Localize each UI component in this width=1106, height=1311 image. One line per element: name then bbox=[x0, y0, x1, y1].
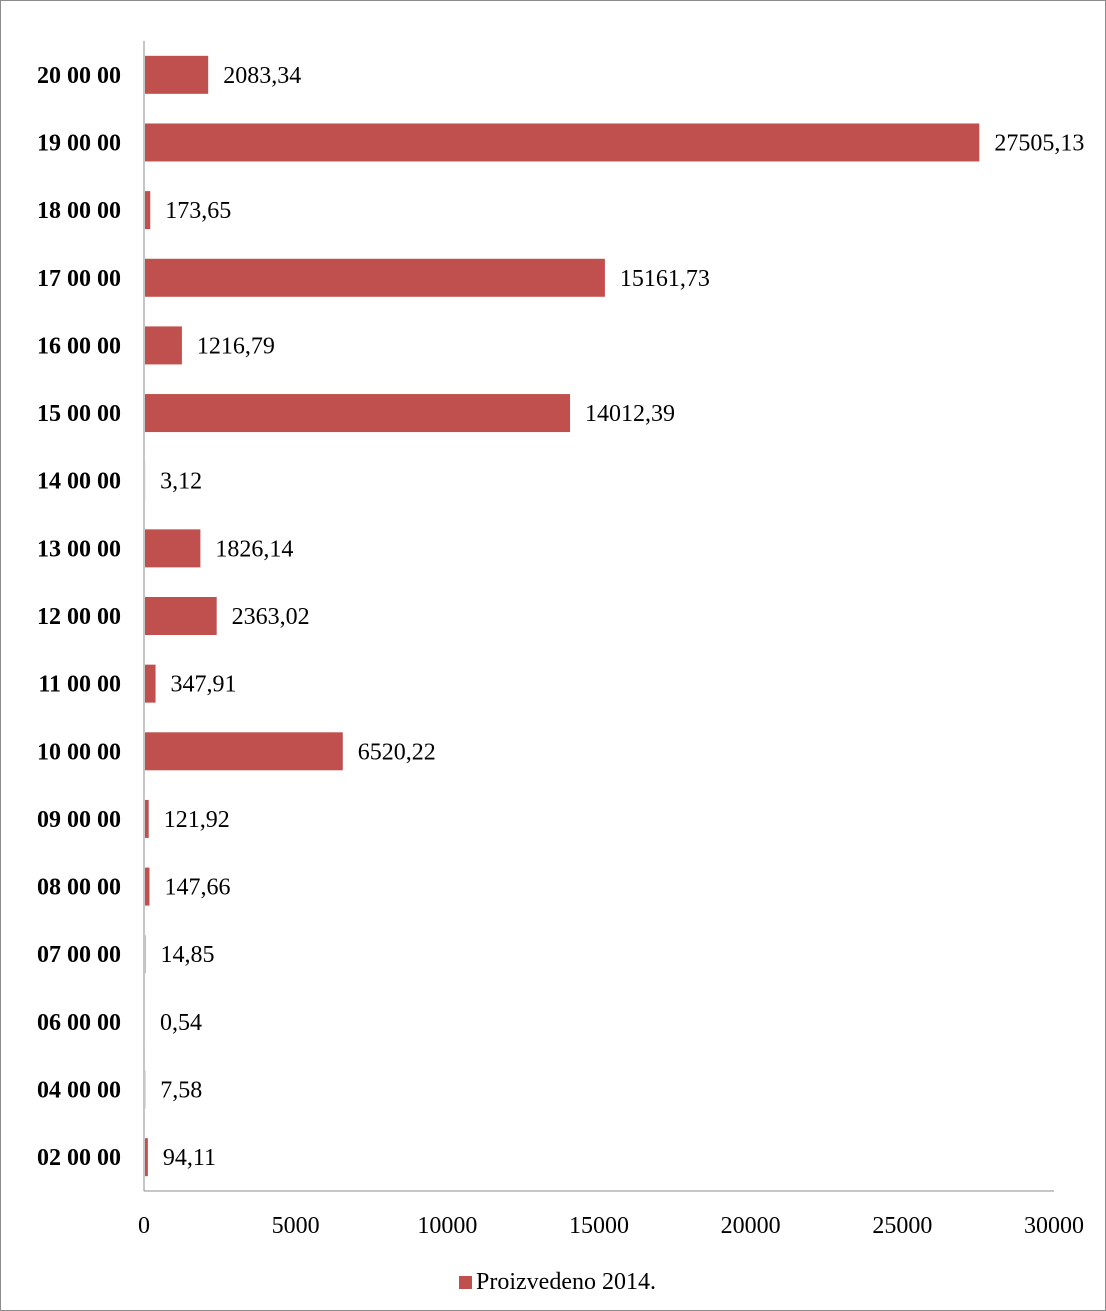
bar bbox=[145, 529, 201, 568]
bar bbox=[145, 664, 156, 703]
data-label: 2363,02 bbox=[232, 604, 310, 630]
data-label: 0,54 bbox=[160, 1010, 202, 1036]
data-label: 1216,79 bbox=[197, 333, 275, 359]
data-label: 121,92 bbox=[164, 807, 230, 833]
bar bbox=[145, 597, 217, 635]
bar bbox=[145, 55, 209, 94]
y-category-label: 18 00 00 bbox=[37, 198, 121, 224]
bar bbox=[145, 394, 571, 433]
y-category-label: 20 00 00 bbox=[37, 63, 121, 89]
bar bbox=[145, 258, 605, 297]
legend-swatch bbox=[459, 1276, 472, 1289]
x-tick-label: 5000 bbox=[272, 1213, 320, 1239]
data-label: 14,85 bbox=[160, 942, 214, 968]
data-label: 14012,39 bbox=[585, 401, 675, 427]
x-tick-label: 20000 bbox=[721, 1213, 781, 1239]
y-category-label: 11 00 00 bbox=[38, 672, 121, 698]
data-label: 7,58 bbox=[160, 1078, 202, 1104]
y-category-label: 02 00 00 bbox=[37, 1145, 121, 1171]
data-label: 2083,34 bbox=[223, 63, 301, 89]
x-tick-label: 25000 bbox=[872, 1213, 932, 1239]
y-category-label: 10 00 00 bbox=[37, 739, 121, 765]
bar bbox=[145, 123, 980, 162]
data-label: 27505,13 bbox=[994, 130, 1084, 156]
legend: Proizvedeno 2014. bbox=[459, 1269, 656, 1296]
data-label: 147,66 bbox=[164, 875, 230, 901]
bar bbox=[145, 799, 149, 838]
legend-label: Proizvedeno 2014. bbox=[476, 1269, 656, 1295]
y-category-label: 08 00 00 bbox=[37, 875, 121, 901]
y-category-label: 12 00 00 bbox=[37, 604, 121, 630]
bar bbox=[145, 867, 150, 906]
y-category-label: 13 00 00 bbox=[37, 536, 121, 562]
y-category-label: 15 00 00 bbox=[37, 401, 121, 427]
x-tick-label: 0 bbox=[138, 1213, 150, 1239]
data-label: 3,12 bbox=[160, 469, 202, 495]
x-tick-label: 10000 bbox=[417, 1213, 477, 1239]
bar bbox=[145, 1138, 148, 1177]
y-category-label: 04 00 00 bbox=[37, 1078, 121, 1104]
bar bbox=[145, 732, 343, 771]
x-tick-label: 30000 bbox=[1024, 1213, 1084, 1239]
y-category-label: 07 00 00 bbox=[37, 942, 121, 968]
y-category-label: 19 00 00 bbox=[37, 130, 121, 156]
y-category-label: 06 00 00 bbox=[37, 1010, 121, 1036]
data-label: 15161,73 bbox=[620, 266, 710, 292]
y-category-label: 09 00 00 bbox=[37, 807, 121, 833]
data-label: 173,65 bbox=[165, 198, 231, 224]
data-label: 1826,14 bbox=[215, 536, 293, 562]
y-category-label: 16 00 00 bbox=[37, 333, 121, 359]
bar bbox=[145, 326, 182, 365]
x-tick-label: 15000 bbox=[569, 1213, 629, 1239]
bar bbox=[145, 191, 151, 230]
data-label: 347,91 bbox=[171, 672, 237, 698]
y-category-label: 17 00 00 bbox=[37, 266, 121, 292]
data-label: 6520,22 bbox=[358, 739, 436, 765]
y-category-label: 14 00 00 bbox=[37, 469, 121, 495]
data-label: 94,11 bbox=[163, 1145, 216, 1171]
